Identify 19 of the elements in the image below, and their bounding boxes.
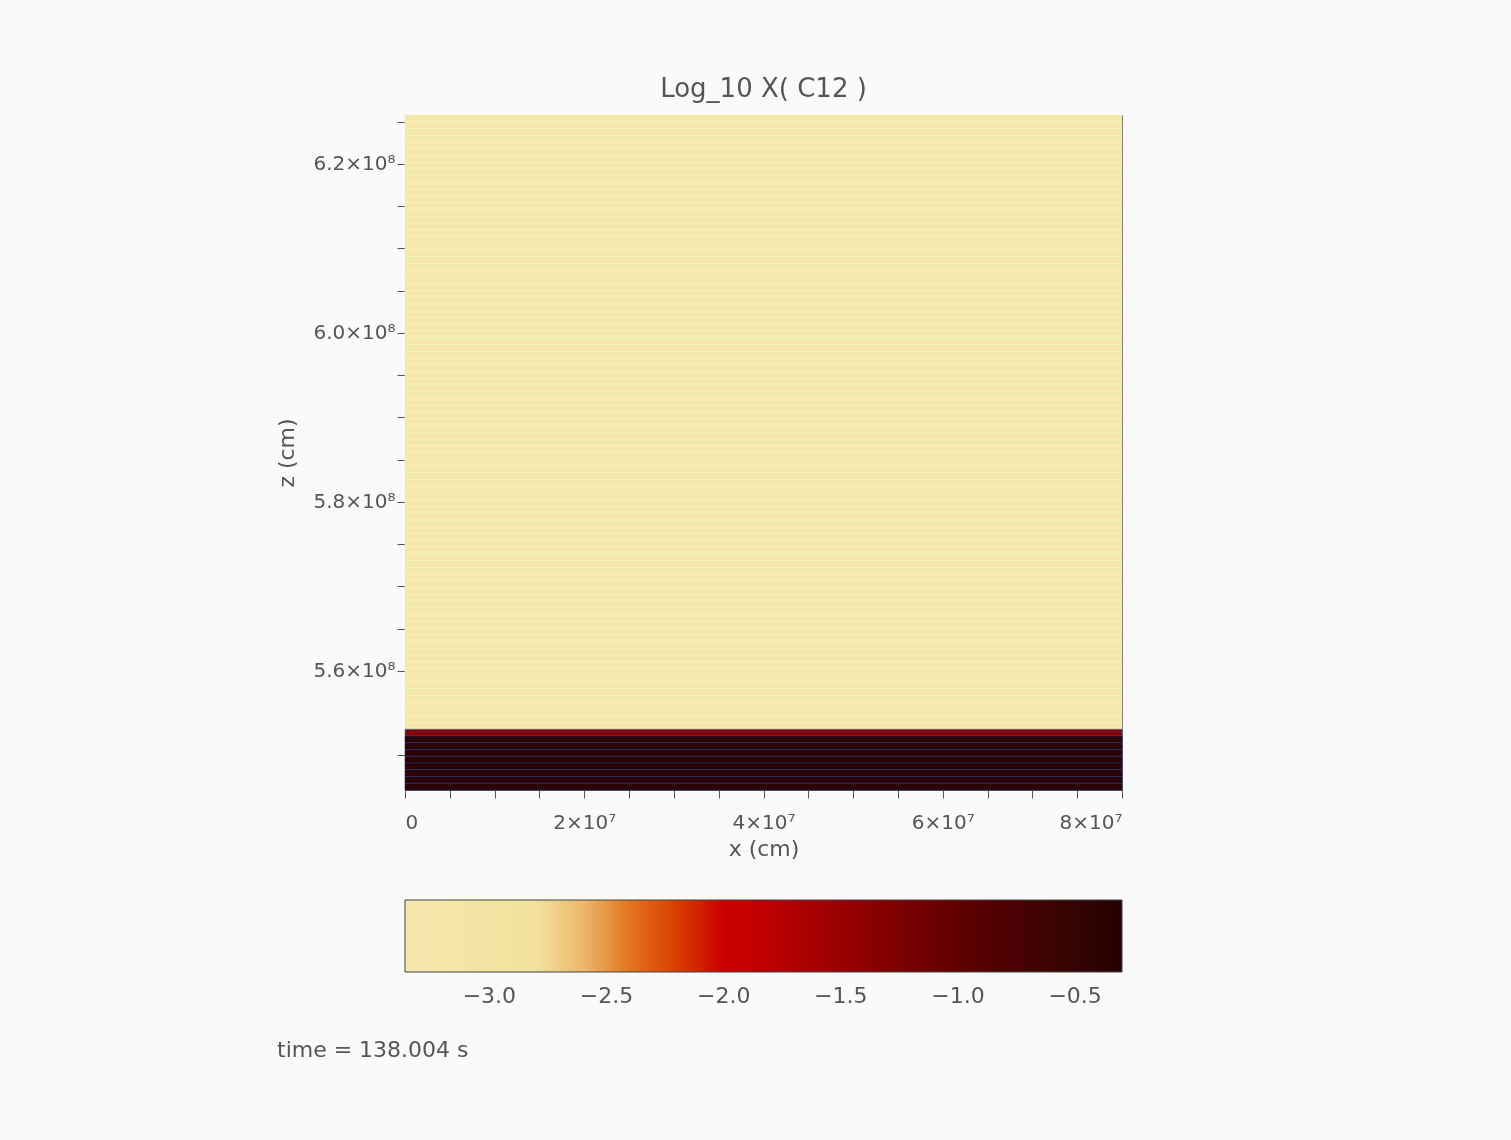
text: time = 138.004 s — [277, 1037, 469, 1062]
y-tick-label: 5.6×10⁸ — [313, 658, 396, 683]
x-tick-label: 0 — [405, 809, 419, 834]
color-bar-label: −1.5 — [814, 983, 868, 1008]
x-axis-title: x (cm) — [728, 835, 800, 861]
x-tick-label: 8×10⁷ — [1059, 809, 1123, 834]
y-tick-label: 6.2×10⁸ — [313, 151, 396, 176]
color-bar-label: −2.5 — [579, 983, 634, 1008]
y-tick-label: 5.8×10⁸ — [313, 489, 396, 514]
color-bar-label: −2.0 — [696, 983, 751, 1008]
chart-title: Log_10 X( C12 ) — [660, 72, 867, 103]
x-tick-label: 6×10⁷ — [911, 809, 975, 834]
color-bar-label: −3.0 — [462, 983, 517, 1008]
x-tick-label: 2×10⁷ — [553, 809, 617, 834]
color-bar-label: −1.0 — [931, 983, 985, 1008]
y-axis-title: z (cm) — [274, 418, 300, 488]
color-bar-label: −0.5 — [1048, 983, 1102, 1008]
y-tick-label: 6.0×10⁸ — [313, 320, 396, 345]
x-tick-label: 4×10⁷ — [732, 809, 796, 834]
